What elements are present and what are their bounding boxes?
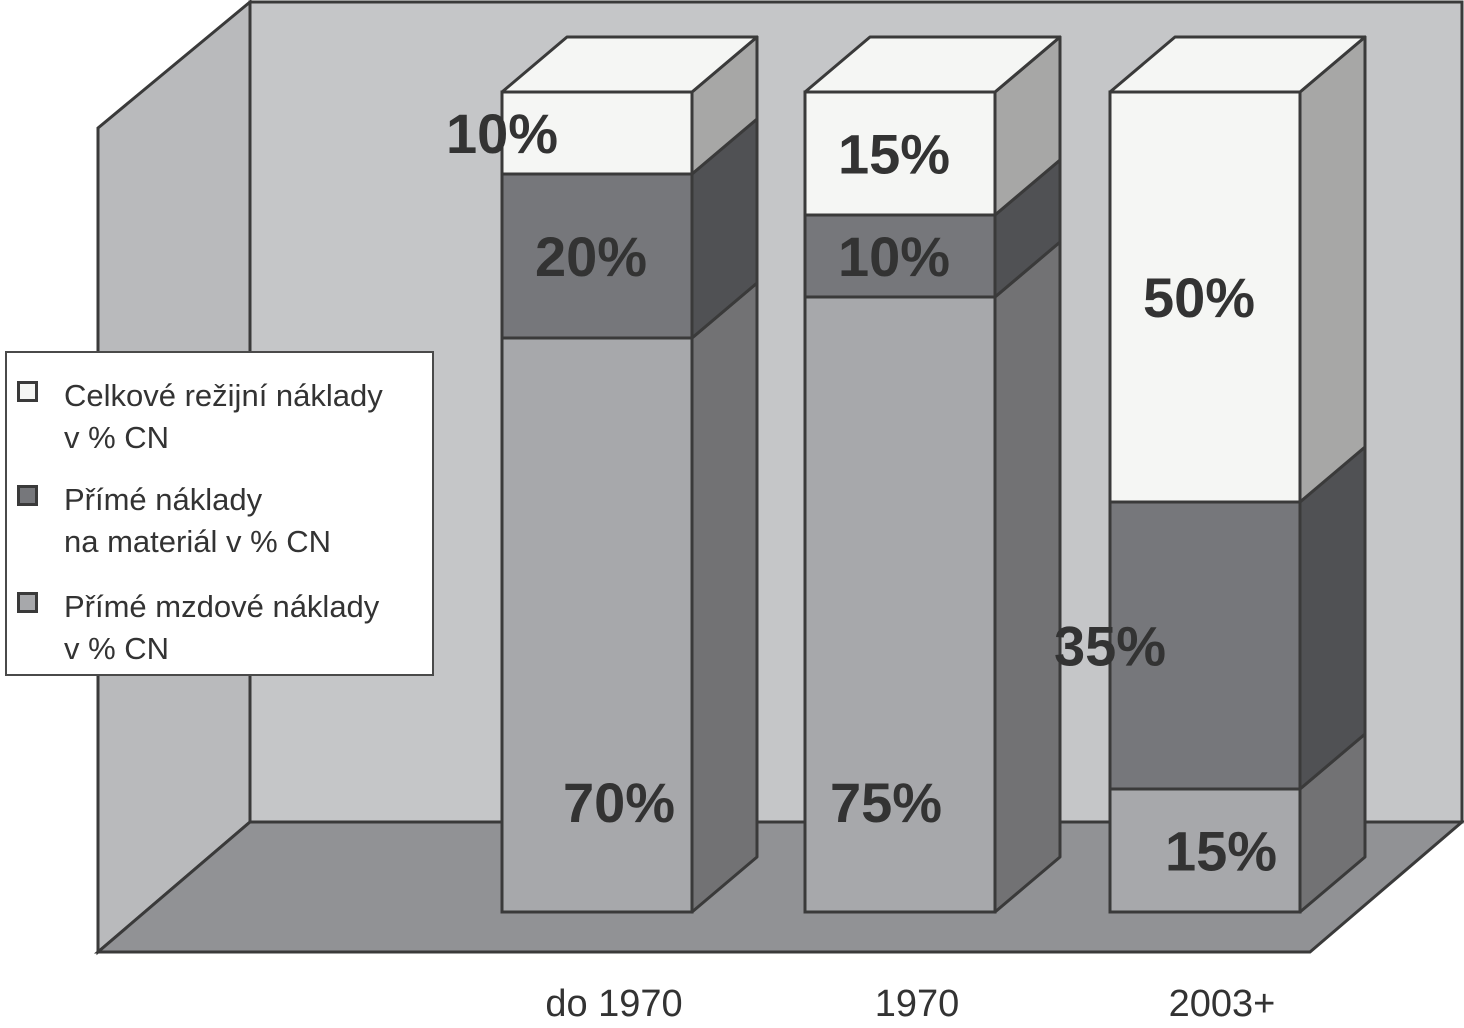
legend-label-material: Přímé náklady na materiál v % CN — [64, 482, 332, 559]
bar-side-0-0 — [690, 281, 759, 914]
segment-label-0-0: 70% — [563, 771, 675, 834]
bar-segment-0-2 — [500, 90, 694, 176]
segment-label-2-0: 15% — [1165, 820, 1277, 883]
legend-label-overhead: Celkové režijní náklady v % CN — [64, 378, 383, 455]
segment-label-1-1: 10% — [838, 225, 950, 288]
segment-label-2-2: 50% — [1143, 266, 1255, 329]
category-label-1: 1970 — [875, 983, 960, 1025]
category-label-0: do 1970 — [545, 983, 682, 1025]
bar-segment-1-0 — [803, 295, 997, 914]
bar-top-1 — [803, 35, 1062, 94]
bar-top-2 — [1108, 35, 1367, 94]
segment-label-0-1: 20% — [535, 225, 647, 288]
bar-segment-2-0 — [1108, 787, 1302, 914]
category-label-2: 2003+ — [1169, 983, 1276, 1025]
bar-segment-1-1 — [803, 213, 997, 299]
bar-side-1-0 — [993, 240, 1062, 914]
segment-label-1-0: 75% — [830, 771, 942, 834]
bar-side-2-1 — [1298, 445, 1367, 791]
chart-segment-labels: 70% 20% 10% 75% 10% 15% 15% 35% 50% — [446, 102, 1277, 883]
legend-swatch-overhead — [17, 381, 38, 402]
bar-segment-1-2 — [803, 90, 997, 217]
bar-segment-0-0 — [500, 336, 694, 914]
bar-top-0 — [500, 35, 759, 94]
legend-swatch-material — [17, 485, 38, 506]
chart-category-labels: do 1970 1970 2003+ — [545, 983, 1275, 1025]
bar-side-2-2 — [1298, 35, 1367, 504]
segment-label-1-2: 15% — [838, 123, 950, 186]
chart-legend: Celkové režijní náklady v % CN Přímé nák… — [5, 351, 434, 676]
legend-label-wages: Přímé mzdové náklady v % CN — [64, 589, 380, 666]
segment-label-0-2: 10% — [446, 102, 558, 165]
bar-segment-0-1 — [500, 172, 694, 340]
segment-label-2-1: 35% — [1054, 615, 1166, 678]
chart-bars — [500, 35, 1367, 914]
legend-swatch-wages — [17, 592, 38, 613]
